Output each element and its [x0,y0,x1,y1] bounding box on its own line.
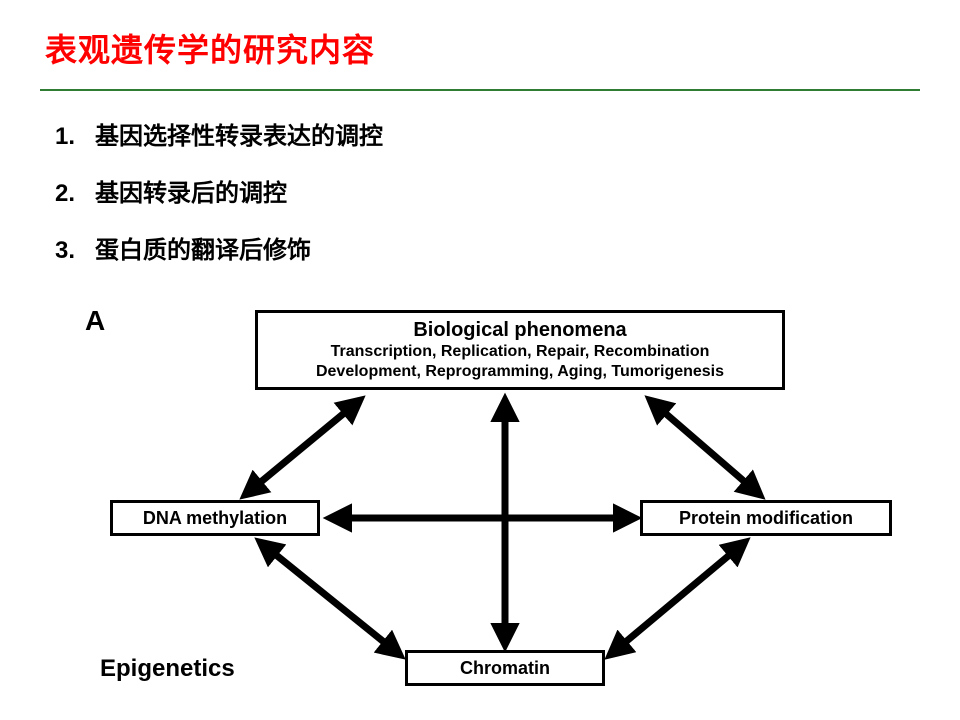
epigenetics-diagram: A Biological phenomena Transcription, Re… [60,300,900,700]
edge-arrow [650,400,760,495]
list-num: 1. [55,123,95,151]
page-title: 表观遗传学的研究内容 [0,0,960,71]
edge-arrow [245,400,360,495]
list-num: 2. [55,180,95,208]
edge-arrow [610,542,745,655]
list-text: 蛋白质的翻译后修饰 [95,237,311,264]
list-item: 2.基因转录后的调控 [55,173,960,208]
list-item: 1.基因选择性转录表达的调控 [55,116,960,151]
list-text: 基因转录后的调控 [95,180,287,207]
list-text: 基因选择性转录表达的调控 [95,123,383,150]
content-list: 1.基因选择性转录表达的调控 2.基因转录后的调控 3.蛋白质的翻译后修饰 [0,91,960,265]
edge-arrow [260,542,400,655]
list-item: 3.蛋白质的翻译后修饰 [55,230,960,265]
list-num: 3. [55,237,95,265]
diagram-arrows [60,300,900,700]
